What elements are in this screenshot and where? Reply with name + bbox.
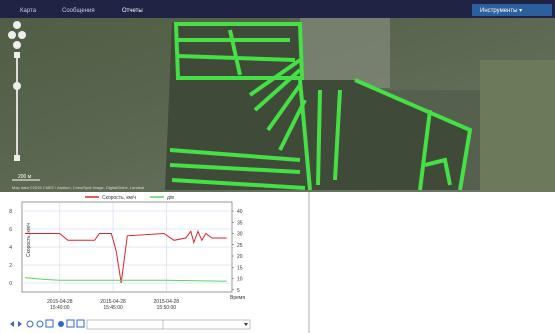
bottom-panel [0,192,555,333]
field [165,22,470,190]
tool-axes[interactable] [76,319,85,328]
map: 200 м Map data ©2015 CNES / Astrium, Cne… [0,18,555,192]
y2-tick-label: 30 [237,232,243,238]
map-nav[interactable] [13,21,21,29]
y2-tick-label: 20 [237,254,243,260]
y2-tick-label: 15 [237,265,243,271]
x-tick-label: 2015-04-28 [100,299,126,305]
y-axis-label: Скорость, км/ч [26,223,32,257]
zoom-in[interactable] [14,52,20,58]
map-nav[interactable] [13,41,21,49]
x-tick-label: 15:50:00 [157,305,177,311]
track [169,22,473,191]
map-nav[interactable] [8,31,16,39]
tools-label[interactable]: Инструменты ▾ [480,8,522,14]
tool-prev[interactable] [10,321,14,327]
legend-label: д/в [167,195,174,201]
tool-next[interactable] [18,321,22,327]
x-tick-label: 2015-04-28 [47,299,73,305]
select-arrow[interactable] [244,323,248,326]
nav-reports[interactable]: Отчеты [122,8,143,14]
y-tick-label: 4 [9,245,12,251]
y2-tick-label: 40 [237,209,243,215]
nav-messages[interactable]: Сообщения [62,8,95,14]
field [300,18,390,88]
tool-chart[interactable] [66,319,75,328]
zoom-out[interactable] [14,155,20,161]
series-line [25,229,227,284]
nav-bar [0,0,555,18]
y-tick-label: 6 [9,227,12,233]
tool-zoom-in[interactable] [26,320,34,328]
y2-tick-label: 5 [237,288,240,294]
x-tick-label: 15:45:00 [103,305,123,311]
attribution: Map data ©2015 CNES / Astrium, Cnes/Spot… [12,185,145,190]
map-nav[interactable] [18,31,26,39]
y-tick-label: 8 [9,209,12,215]
toolbar [10,319,251,330]
tool-select[interactable] [45,319,54,328]
y-tick-label: 0 [9,281,12,287]
zoom-handle[interactable] [13,82,21,90]
x-tick-label: 2015-04-28 [154,299,180,305]
series-line [24,277,227,282]
tool-zoom-out[interactable] [36,320,44,328]
scale-label: 200 м [18,174,32,180]
x-tick-label: 15:40:00 [50,305,70,311]
nav-map[interactable]: Карта [20,8,37,14]
tool-refresh[interactable] [58,321,64,327]
tools-button[interactable] [472,4,552,16]
series-select[interactable] [86,319,251,330]
y2-tick-label: 25 [237,243,243,249]
x-axis-label: Время [230,295,245,301]
field [480,60,555,192]
legend-label: Скорость, км/ч [102,195,136,201]
y2-tick-label: 35 [237,220,243,226]
y2-tick-label: 10 [237,277,243,283]
y-tick-label: 2 [9,263,12,269]
